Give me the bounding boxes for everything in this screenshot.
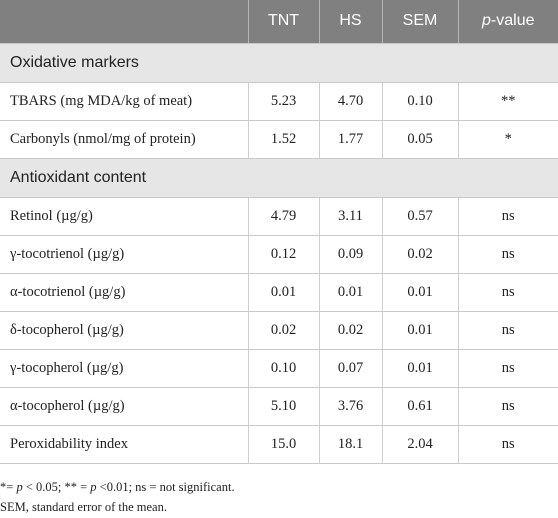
cell-p: ns [458, 349, 558, 388]
header-hs: HS [319, 0, 383, 44]
cell-tnt: 15.0 [248, 425, 320, 464]
row-label: α-tocopherol (µg/g) [0, 387, 249, 426]
cell-sem: 0.57 [382, 197, 459, 236]
section-row-oxidative: Oxidative markers [0, 43, 558, 83]
section-title: Oxidative markers [0, 43, 558, 83]
header-p-value: p-value [458, 0, 558, 44]
cell-tnt: 0.10 [248, 349, 320, 388]
row-label: Carbonyls (nmol/mg of protein) [0, 120, 249, 159]
cell-hs: 0.09 [319, 235, 383, 274]
cell-sem: 0.01 [382, 273, 459, 312]
footnote-text: *= [0, 480, 17, 494]
table-row: α-tocotrienol (µg/g) 0.01 0.01 0.01 ns [0, 273, 558, 312]
row-label: α-tocotrienol (µg/g) [0, 273, 249, 312]
table-row: TBARS (mg MDA/kg of meat) 5.23 4.70 0.10… [0, 82, 558, 121]
cell-tnt: 0.01 [248, 273, 320, 312]
header-empty [0, 0, 249, 44]
cell-tnt: 0.12 [248, 235, 320, 274]
results-table: TNT HS SEM p-value Oxidative markers TBA… [0, 0, 558, 464]
footnote-p-italic: p [16, 480, 23, 494]
cell-p: ns [458, 425, 558, 464]
cell-tnt: 4.79 [248, 197, 320, 236]
footnote-p-italic: p [90, 480, 97, 494]
cell-hs: 0.01 [319, 273, 383, 312]
cell-sem: 0.10 [382, 82, 459, 121]
cell-tnt: 5.23 [248, 82, 320, 121]
header-sem: SEM [382, 0, 459, 44]
row-label: γ-tocopherol (µg/g) [0, 349, 249, 388]
cell-p: ns [458, 387, 558, 426]
header-p-suffix: -value [490, 12, 535, 30]
row-label: γ-tocotrienol (µg/g) [0, 235, 249, 274]
section-title: Antioxidant content [0, 158, 558, 198]
cell-hs: 18.1 [319, 425, 383, 464]
table-row: δ-tocopherol (µg/g) 0.02 0.02 0.01 ns [0, 311, 558, 350]
cell-p: ns [458, 311, 558, 350]
cell-hs: 3.76 [319, 387, 383, 426]
cell-sem: 0.05 [382, 120, 459, 159]
cell-sem: 0.02 [382, 235, 459, 274]
footnote-significance: *= p < 0.05; ** = p <0.01; ns = not sign… [0, 477, 235, 497]
table-row: γ-tocopherol (µg/g) 0.10 0.07 0.01 ns [0, 349, 558, 388]
row-label: TBARS (mg MDA/kg of meat) [0, 82, 249, 121]
section-row-antioxidant: Antioxidant content [0, 158, 558, 198]
header-p-italic: p [482, 12, 491, 30]
table-row: γ-tocotrienol (µg/g) 0.12 0.09 0.02 ns [0, 235, 558, 274]
table-row: Peroxidability index 15.0 18.1 2.04 ns [0, 425, 558, 464]
footnote-text: < 0.05; ** = [22, 480, 91, 494]
row-label: Retinol (µg/g) [0, 197, 249, 236]
cell-tnt: 1.52 [248, 120, 320, 159]
cell-hs: 0.07 [319, 349, 383, 388]
cell-p: ** [458, 82, 558, 121]
cell-p: ns [458, 235, 558, 274]
table-row: Carbonyls (nmol/mg of protein) 1.52 1.77… [0, 120, 558, 159]
cell-p: ns [458, 197, 558, 236]
header-tnt: TNT [248, 0, 320, 44]
footnote-sem: SEM, standard error of the mean. [0, 500, 167, 514]
row-label: δ-tocopherol (µg/g) [0, 311, 249, 350]
cell-tnt: 5.10 [248, 387, 320, 426]
cell-sem: 0.61 [382, 387, 459, 426]
cell-hs: 0.02 [319, 311, 383, 350]
table-footnotes: *= p < 0.05; ** = p <0.01; ns = not sign… [0, 477, 235, 517]
header-row: TNT HS SEM p-value [0, 0, 558, 44]
cell-p: * [458, 120, 558, 159]
cell-hs: 4.70 [319, 82, 383, 121]
table-row: Retinol (µg/g) 4.79 3.11 0.57 ns [0, 197, 558, 236]
cell-sem: 2.04 [382, 425, 459, 464]
cell-sem: 0.01 [382, 349, 459, 388]
table-row: α-tocopherol (µg/g) 5.10 3.76 0.61 ns [0, 387, 558, 426]
cell-tnt: 0.02 [248, 311, 320, 350]
cell-hs: 1.77 [319, 120, 383, 159]
cell-p: ns [458, 273, 558, 312]
footnote-text: <0.01; ns = not significant. [96, 480, 235, 494]
row-label: Peroxidability index [0, 425, 249, 464]
cell-hs: 3.11 [319, 197, 383, 236]
cell-sem: 0.01 [382, 311, 459, 350]
